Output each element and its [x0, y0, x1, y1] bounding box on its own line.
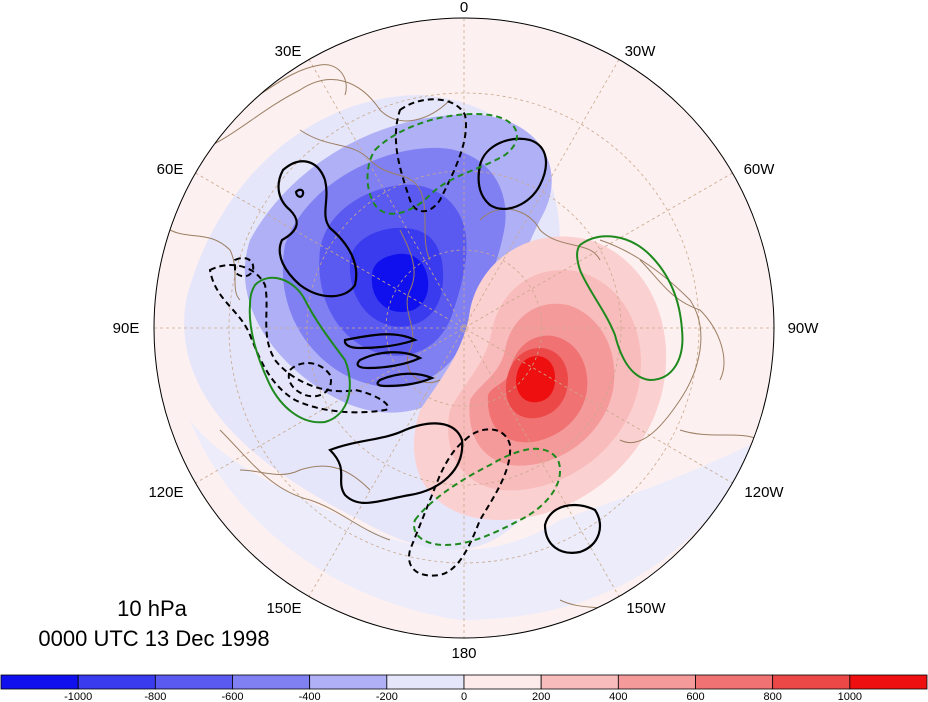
longitude-labels: 0 30W 60W 90W 120W 150W 180 150E 120E 90…	[113, 0, 820, 662]
title-time: 0000 UTC 13 Dec 1998	[38, 626, 269, 651]
lon-label-60w: 60W	[744, 161, 776, 178]
contours-black-dashed	[208, 98, 512, 577]
colorbar-swatch	[77, 674, 156, 690]
shade-band-pos-max	[516, 356, 556, 403]
lon-label-150w: 150W	[626, 600, 666, 617]
colorbar-tick-label: 600	[686, 691, 704, 702]
colorbar-tick-label: -400	[299, 691, 321, 702]
colorbar-tick-label: 200	[532, 691, 550, 702]
colorbar-tick-label: -800	[144, 691, 166, 702]
colorbar-swatch	[309, 674, 388, 690]
lon-label-90w: 90W	[788, 320, 820, 337]
colorbar-tick-label: -600	[221, 691, 243, 702]
colorbar-swatch	[463, 674, 542, 690]
lon-label-180: 180	[451, 645, 476, 662]
colorbar-tick-labels: -1000 -800 -600 -400 -200 0 200 400 600 800 1000	[64, 691, 862, 702]
contours-green-dashed	[366, 113, 561, 547]
lon-label-90e: 90E	[113, 320, 140, 337]
lon-label-60e: 60E	[157, 161, 184, 178]
colorbar-tick-label: 800	[763, 691, 781, 702]
colorbar-tick-label: 400	[609, 691, 627, 702]
lon-label-120e: 120E	[148, 484, 183, 501]
map-disk-outline	[153, 17, 775, 639]
lon-label-30e: 30E	[275, 43, 302, 60]
colorbar-swatch	[154, 674, 233, 690]
colorbar-swatch	[232, 674, 311, 690]
graticule	[154, 18, 774, 638]
lon-label-30w: 30W	[625, 43, 657, 60]
colorbar-tick-label: -200	[376, 691, 398, 702]
colorbar-tick-label: 0	[461, 691, 467, 702]
lon-label-0: 0	[460, 0, 468, 16]
lon-label-150e: 150E	[266, 600, 301, 617]
contours-black-solid	[277, 137, 602, 554]
colorbar	[0, 674, 928, 690]
colorbar-swatch	[695, 674, 774, 690]
colorbar-swatch	[540, 674, 619, 690]
title-level: 10 hPa	[117, 596, 187, 621]
shade-band-neg-0b	[190, 420, 760, 620]
lon-label-120w: 120W	[744, 484, 784, 501]
colorbar-swatch	[0, 674, 79, 690]
colorbar-swatch	[772, 674, 851, 690]
colorbar-tick-label: 1000	[838, 691, 862, 702]
colorbar-swatch	[849, 674, 928, 690]
colorbar-tick-label: -1000	[64, 691, 92, 702]
colorbar-swatch	[617, 674, 696, 690]
contours-green-solid	[248, 235, 684, 424]
colorbar-swatch	[386, 674, 465, 690]
